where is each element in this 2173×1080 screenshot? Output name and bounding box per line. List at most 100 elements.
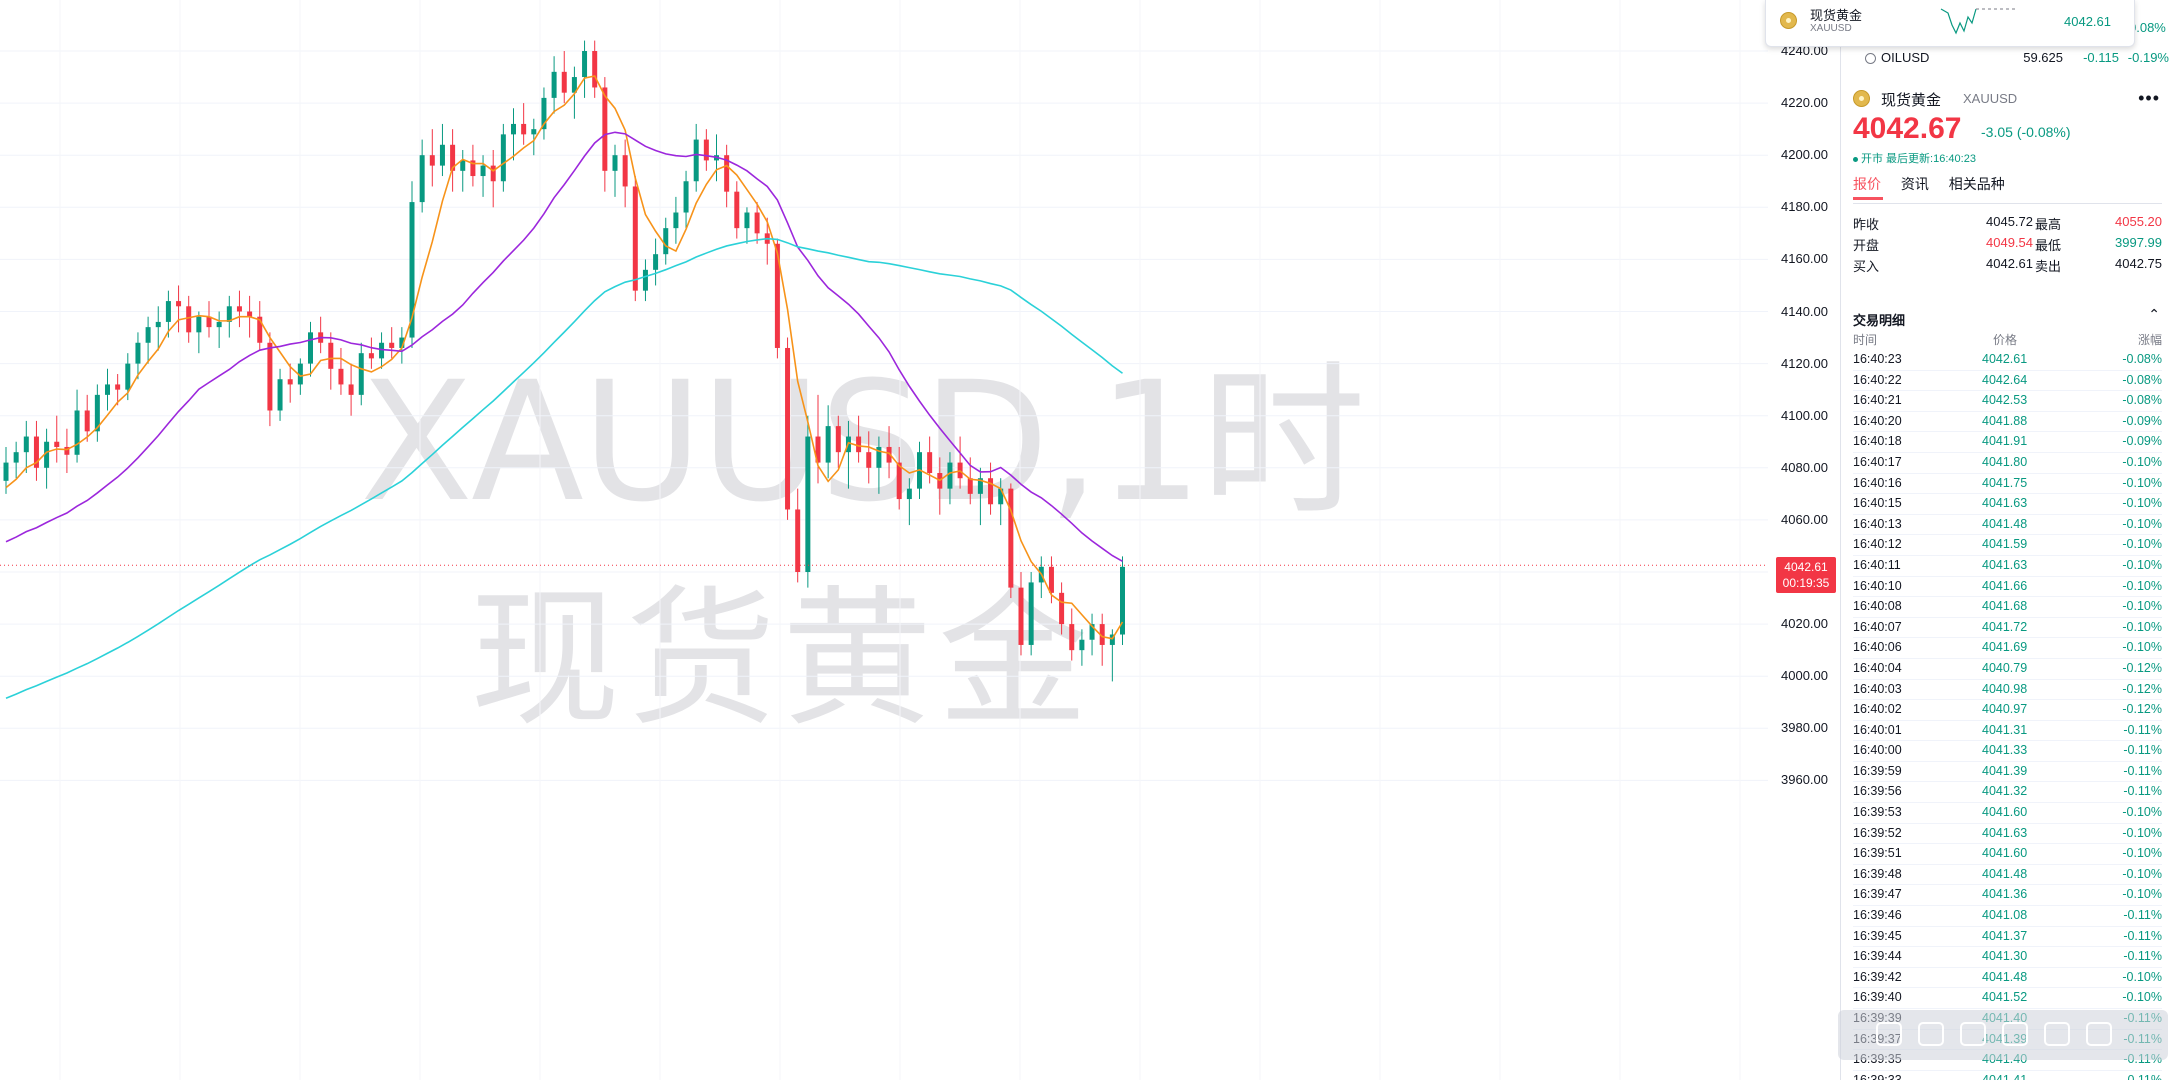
trade-time: 16:40:01 (1853, 722, 1902, 737)
candle (592, 40, 598, 98)
candle (561, 51, 567, 104)
symbol-header[interactable]: 现货黄金 XAUUSD ••• (1841, 86, 2173, 110)
candle (866, 431, 872, 484)
trade-time: 16:40:04 (1853, 660, 1902, 675)
candle (419, 139, 425, 213)
trade-time: 16:39:42 (1853, 969, 1902, 984)
watchlist-row-oilusd[interactable]: OILUSD 59.625 -0.115 -0.19% (1841, 48, 2173, 68)
gold-icon (1780, 12, 1797, 29)
trade-row: 16:40:02 4040.97 -0.12% (1853, 700, 2162, 721)
trade-pct: -0.11% (2123, 743, 2162, 758)
trade-pct: -0.10% (2122, 557, 2162, 572)
trade-pct: -0.10% (2122, 846, 2162, 861)
watchlist-change: -0.115 (2083, 50, 2119, 65)
candle (216, 311, 222, 348)
price-change: -3.05 (-0.08%) (1981, 124, 2071, 140)
stat-value: 4045.72 (1986, 214, 2033, 229)
quote-panel: 0.08% OILUSD 59.625 -0.115 -0.19% 现货黄金 X… (1840, 0, 2173, 1080)
trade-pct: -0.10% (2122, 805, 2162, 820)
trade-price: 4041.37 (1982, 928, 2028, 943)
trade-price: 4041.48 (1982, 516, 2028, 531)
candle (876, 436, 882, 494)
candle (998, 478, 1004, 526)
toolbar-button[interactable] (2044, 1022, 2070, 1046)
trade-price: 4041.60 (1982, 805, 2028, 820)
trade-row: 16:40:08 4041.68 -0.10% (1853, 597, 2162, 618)
chart-area[interactable]: XAUUSD,1时 现货黄金 (0, 0, 1840, 1080)
price-tick-label: 4120.00 (1781, 355, 1828, 371)
more-options-icon[interactable]: ••• (2138, 88, 2160, 108)
candle (308, 321, 313, 377)
trade-price: 4041.91 (1982, 434, 2028, 449)
trades-list[interactable]: 16:40:23 4042.61 -0.08% 16:40:22 4042.64 -0.0… (1853, 350, 2162, 1080)
candle (94, 384, 100, 442)
trade-row: 16:39:56 4041.32 -0.11% (1853, 782, 2162, 804)
candlestick-chart[interactable] (0, 0, 1768, 1080)
trade-time: 16:39:48 (1853, 866, 1902, 881)
trade-price: 4042.64 (1982, 372, 2028, 387)
candle (115, 374, 121, 406)
trade-pct: -0.09% (2122, 413, 2162, 428)
candle (724, 144, 730, 208)
candle (531, 118, 537, 156)
trade-price: 4041.66 (1982, 578, 2028, 593)
stat-value: 4042.61 (1986, 256, 2033, 271)
price-tick-label: 3980.00 (1781, 720, 1828, 736)
collapse-chevron-icon[interactable]: ⌃ (2148, 306, 2160, 322)
price-tick-label: 4140.00 (1781, 303, 1828, 319)
trade-price: 4041.52 (1982, 990, 2028, 1005)
bottom-toolbar (1838, 1010, 2168, 1060)
trade-pct: -0.12% (2122, 702, 2162, 717)
candle (135, 332, 141, 380)
active-tab-indicator (1853, 197, 1883, 200)
trade-row: 16:40:01 4041.31 -0.11% (1853, 721, 2162, 742)
trade-time: 16:40:20 (1853, 413, 1902, 428)
stat-label: 开盘 (1853, 238, 1880, 253)
divider (1853, 203, 2162, 204)
candle (1008, 483, 1014, 599)
trade-row: 16:39:40 4041.52 -0.10% (1853, 988, 2162, 1009)
trade-time: 16:40:06 (1853, 640, 1902, 655)
trade-row: 16:40:23 4042.61 -0.08% (1853, 350, 2162, 371)
price-tick-label: 4220.00 (1781, 95, 1828, 111)
trade-pct: -0.08% (2122, 352, 2162, 366)
trade-time: 16:39:47 (1853, 887, 1902, 902)
trade-row: 16:40:18 4041.91 -0.09% (1853, 432, 2162, 453)
candle (3, 446, 9, 494)
candle (1079, 629, 1085, 666)
symbol-popup-card[interactable]: 现货黄金 XAUUSD 4042.61 (1765, 0, 2135, 47)
trade-row: 16:40:00 4041.33 -0.11% (1853, 741, 2162, 762)
candle (399, 327, 405, 364)
trade-row: 16:40:17 4041.80 -0.10% (1853, 453, 2162, 474)
toolbar-button[interactable] (1876, 1022, 1902, 1046)
oil-icon (1865, 53, 1876, 64)
market-status: 开市 最后更新:16:40:23 (1853, 150, 1976, 166)
toolbar-button[interactable] (1918, 1022, 1944, 1046)
candle (277, 368, 283, 421)
panel-tabs: 报价 资讯 相关品种 (1853, 174, 2021, 204)
trade-price: 4041.63 (1982, 557, 2028, 572)
candle (196, 311, 202, 354)
tab-related[interactable]: 相关品种 (1948, 176, 2005, 192)
candle (389, 327, 395, 359)
candle (947, 452, 953, 505)
trade-time: 16:40:18 (1853, 434, 1902, 449)
tab-quote[interactable]: 报价 (1853, 176, 1881, 192)
trade-row: 16:40:20 4041.88 -0.09% (1853, 412, 2162, 433)
ma-slow-line (5, 237, 1123, 699)
trade-price: 4040.79 (1982, 660, 2028, 675)
stat-label: 最高 (2035, 217, 2062, 232)
candle (693, 123, 699, 192)
candle (13, 441, 19, 479)
toolbar-button[interactable] (2086, 1022, 2112, 1046)
toolbar-button[interactable] (1960, 1022, 1986, 1046)
candle (480, 155, 486, 197)
trade-pct: -0.10% (2122, 969, 2162, 984)
price-axis[interactable]: 4240.00 4220.00 4200.00 4180.00 4160.00 4140.… (1768, 0, 1840, 1080)
trade-time: 16:40:21 (1853, 393, 1902, 408)
price-tick-label: 4160.00 (1781, 251, 1828, 267)
candle (236, 290, 242, 328)
tab-news[interactable]: 资讯 (1900, 176, 1929, 192)
trade-time: 16:40:17 (1853, 454, 1902, 469)
toolbar-button[interactable] (2002, 1022, 2028, 1046)
